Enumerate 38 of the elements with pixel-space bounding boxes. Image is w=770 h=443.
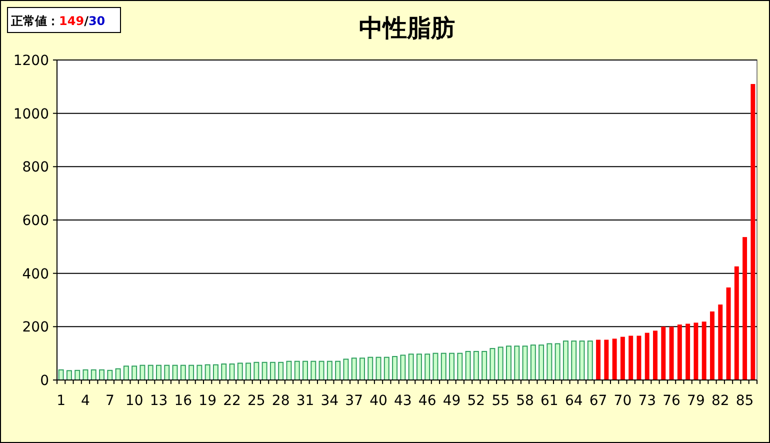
x-tick-label: 67 bbox=[589, 393, 608, 409]
x-tick-label: 82 bbox=[711, 393, 730, 409]
y-tick-label: 400 bbox=[22, 266, 49, 282]
x-tick-label: 4 bbox=[81, 393, 90, 409]
x-tick-label: 34 bbox=[320, 393, 339, 409]
x-tick-label: 85 bbox=[736, 393, 754, 409]
x-tick-label: 52 bbox=[467, 393, 486, 409]
x-tick-label: 7 bbox=[105, 393, 114, 409]
x-tick-label: 49 bbox=[442, 393, 461, 409]
x-tick-label: 22 bbox=[223, 393, 241, 409]
x-tick-label: 40 bbox=[370, 393, 388, 409]
x-tick-label: 10 bbox=[125, 393, 144, 409]
x-tick-label: 76 bbox=[662, 393, 681, 409]
x-tick-label: 25 bbox=[248, 393, 266, 409]
text: 正常値：149/30 bbox=[10, 14, 106, 28]
x-tick-label: 73 bbox=[638, 393, 656, 409]
x-tick-label: 19 bbox=[198, 393, 216, 409]
x-tick-label: 79 bbox=[687, 393, 705, 409]
x-tick-label: 1 bbox=[56, 393, 66, 409]
y-tick-label: 200 bbox=[22, 320, 49, 336]
x-tick-label: 43 bbox=[394, 393, 412, 409]
x-tick-label: 31 bbox=[296, 393, 314, 409]
x-tick-label: 16 bbox=[174, 393, 192, 409]
x-tick-label: 28 bbox=[272, 393, 290, 409]
x-tick-label: 37 bbox=[345, 393, 364, 409]
y-tick-label: 0 bbox=[40, 373, 49, 389]
x-tick-label: 13 bbox=[150, 393, 168, 409]
x-tick-label: 61 bbox=[540, 393, 558, 409]
y-tick-label: 600 bbox=[22, 213, 49, 229]
x-tick-label: 58 bbox=[516, 393, 534, 409]
x-tick-label: 55 bbox=[492, 393, 510, 409]
x-tick-label: 70 bbox=[614, 393, 632, 409]
y-tick-label: 1200 bbox=[13, 53, 49, 69]
x-tick-label: 46 bbox=[418, 393, 436, 409]
x-tick-label: 64 bbox=[564, 393, 583, 409]
y-tick-label: 1000 bbox=[13, 106, 49, 122]
y-tick-label: 800 bbox=[22, 160, 49, 176]
chart-title: 中性脂肪 bbox=[359, 14, 455, 42]
